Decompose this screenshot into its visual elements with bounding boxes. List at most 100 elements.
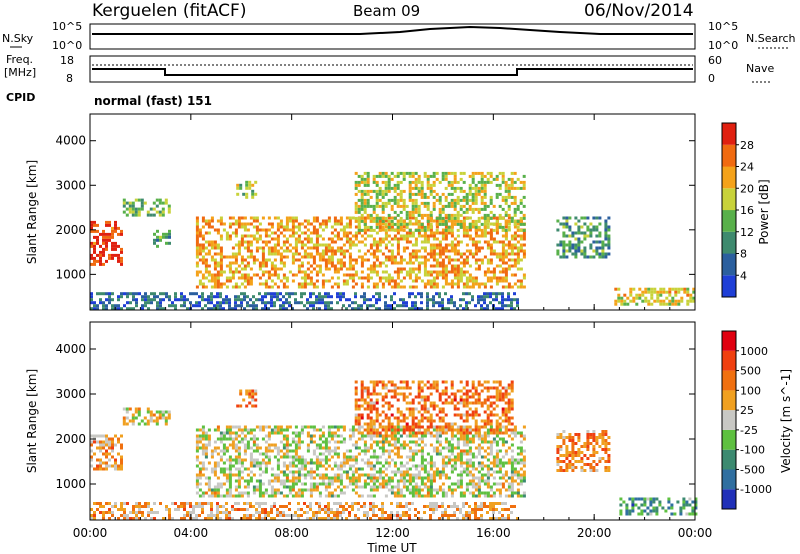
velocity-cell bbox=[357, 485, 361, 489]
velocity-cell bbox=[243, 485, 247, 489]
power-cell bbox=[453, 207, 457, 211]
power-cell bbox=[378, 237, 382, 241]
velocity-cell bbox=[321, 452, 325, 456]
power-cell bbox=[408, 285, 412, 289]
velocity-cell bbox=[111, 437, 114, 441]
velocity-cell bbox=[237, 482, 241, 486]
velocity-cell bbox=[158, 410, 162, 414]
velocity-cell bbox=[405, 407, 409, 411]
power-cell bbox=[504, 276, 508, 280]
power-cell bbox=[426, 258, 430, 262]
power-cell bbox=[111, 229, 114, 233]
power-cell bbox=[513, 225, 517, 229]
power-cell bbox=[435, 231, 439, 235]
velocity-cell bbox=[348, 437, 352, 441]
power-cell bbox=[195, 228, 199, 232]
velocity-cell bbox=[137, 422, 141, 426]
power-cell bbox=[444, 292, 447, 296]
power-cell bbox=[432, 174, 436, 178]
velocity-cell bbox=[477, 449, 481, 453]
velocity-cell bbox=[453, 407, 457, 411]
power-cell bbox=[273, 249, 277, 253]
power-cell bbox=[342, 225, 346, 229]
power-cell bbox=[402, 204, 406, 208]
power-cell bbox=[595, 228, 599, 232]
power-cell bbox=[276, 222, 280, 226]
velocity-cell bbox=[396, 479, 400, 483]
power-cell bbox=[90, 298, 93, 302]
velocity-cell bbox=[384, 479, 388, 483]
power-cell bbox=[240, 273, 244, 277]
power-cell bbox=[267, 276, 271, 280]
power-cell bbox=[245, 180, 249, 184]
power-cell bbox=[108, 253, 111, 257]
velocity-cell bbox=[468, 491, 472, 495]
power-cell bbox=[312, 231, 316, 235]
power-cell bbox=[351, 216, 355, 220]
power-cell bbox=[378, 186, 382, 190]
power-cell bbox=[372, 240, 376, 244]
velocity-cell bbox=[375, 410, 379, 414]
velocity-cell bbox=[486, 494, 490, 498]
velocity-cell bbox=[474, 431, 478, 435]
velocity-cell bbox=[384, 395, 388, 399]
power-cell bbox=[435, 301, 438, 305]
velocity-cell bbox=[453, 392, 457, 396]
power-cell bbox=[408, 189, 412, 193]
velocity-cell bbox=[234, 434, 238, 438]
power-cell bbox=[417, 267, 421, 271]
power-cell bbox=[489, 171, 493, 175]
power-cell bbox=[243, 267, 247, 271]
power-cell bbox=[498, 264, 502, 268]
power-cell bbox=[510, 177, 514, 181]
power-cell bbox=[330, 255, 334, 259]
velocity-cell bbox=[201, 437, 205, 441]
power-cell bbox=[279, 225, 283, 229]
power-cell bbox=[381, 204, 385, 208]
velocity-cell bbox=[128, 407, 132, 411]
velocity-cell bbox=[372, 485, 376, 489]
power-cell bbox=[432, 276, 436, 280]
velocity-cell bbox=[438, 485, 442, 489]
power-cell bbox=[519, 198, 523, 202]
velocity-cell bbox=[429, 494, 433, 498]
power-cell bbox=[662, 302, 666, 306]
power-cell bbox=[102, 304, 105, 308]
velocity-cell bbox=[519, 494, 523, 498]
power-cell bbox=[474, 228, 478, 232]
velocity-cell bbox=[450, 398, 454, 402]
power-cell bbox=[480, 207, 484, 211]
power-cell bbox=[243, 292, 246, 296]
power-cell bbox=[396, 225, 400, 229]
velocity-cell bbox=[219, 458, 223, 462]
power-cell bbox=[522, 174, 526, 178]
velocity-cell bbox=[477, 452, 481, 456]
power-cell bbox=[267, 273, 271, 277]
power-cell bbox=[459, 225, 463, 229]
power-cell bbox=[516, 177, 520, 181]
velocity-cell bbox=[417, 410, 421, 414]
velocity-cell bbox=[474, 398, 478, 402]
velocity-cell bbox=[228, 437, 232, 441]
power-cell bbox=[273, 301, 276, 305]
velocity-cell bbox=[402, 380, 406, 384]
power-cell bbox=[219, 285, 223, 289]
power-cell bbox=[450, 186, 454, 190]
power-cell bbox=[513, 213, 517, 217]
noise-right-tick-bottom: 10^0 bbox=[708, 39, 738, 52]
velocity-cell bbox=[213, 491, 217, 495]
power-cell bbox=[264, 243, 268, 247]
power-cell bbox=[435, 285, 439, 289]
power-cell bbox=[213, 252, 217, 256]
power-cell bbox=[565, 216, 569, 220]
power-cell bbox=[273, 282, 277, 286]
velocity-cell bbox=[504, 479, 508, 483]
power-cell bbox=[366, 174, 370, 178]
velocity-cell bbox=[519, 479, 523, 483]
power-cell bbox=[261, 273, 265, 277]
power-cell bbox=[131, 201, 135, 205]
power-cell bbox=[650, 293, 654, 297]
power-cell bbox=[477, 285, 481, 289]
power-cell bbox=[219, 237, 223, 241]
power-cell bbox=[255, 246, 259, 250]
